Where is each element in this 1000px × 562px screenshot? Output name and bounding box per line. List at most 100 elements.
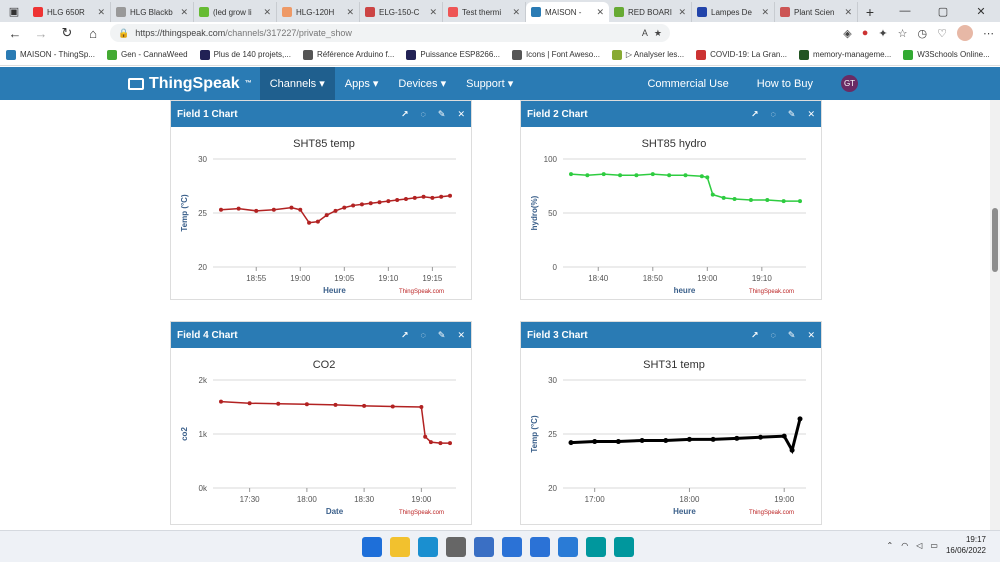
bookmark-item[interactable]: Référence Arduino f... xyxy=(302,49,394,60)
external-link-icon[interactable]: ↗ xyxy=(751,329,759,340)
browser-tab[interactable]: Test thermi ✕ xyxy=(443,2,526,22)
close-icon[interactable]: ✕ xyxy=(457,329,465,340)
tab-close-icon[interactable]: ✕ xyxy=(844,6,852,17)
data-point[interactable] xyxy=(421,194,426,199)
bookmark-item[interactable]: Puissance ESP8266... xyxy=(406,49,500,60)
bookmark-item[interactable]: Gen - CannaWeed xyxy=(107,49,188,60)
close-icon[interactable]: ✕ xyxy=(807,329,815,340)
data-point[interactable] xyxy=(219,207,223,212)
data-point[interactable] xyxy=(271,207,276,212)
data-point[interactable] xyxy=(448,193,452,198)
data-point[interactable] xyxy=(781,199,786,204)
taskbar-app-icon[interactable] xyxy=(390,537,410,557)
page-scrollbar[interactable] xyxy=(990,100,1000,530)
data-point[interactable] xyxy=(448,441,452,446)
browser-tab[interactable]: ELG-150-C ✕ xyxy=(360,2,443,22)
menu-item[interactable]: Apps ▾ xyxy=(344,78,379,90)
data-point[interactable] xyxy=(219,399,223,404)
data-point[interactable] xyxy=(667,173,672,178)
tab-close-icon[interactable]: ✕ xyxy=(678,6,686,17)
data-point[interactable] xyxy=(386,199,391,204)
data-point[interactable] xyxy=(601,172,606,177)
data-point[interactable] xyxy=(247,401,252,406)
data-point[interactable] xyxy=(377,200,382,205)
data-point[interactable] xyxy=(618,173,623,178)
tab-close-icon[interactable]: ✕ xyxy=(761,6,769,17)
data-point[interactable] xyxy=(732,196,737,201)
menu-item[interactable]: Channels ▾ xyxy=(259,67,335,100)
bookmark-item[interactable]: ▷ Analyser les... xyxy=(611,49,684,60)
taskbar-app-icon[interactable] xyxy=(418,537,438,557)
comment-icon[interactable]: ◌ xyxy=(770,329,776,340)
scrollbar-thumb[interactable] xyxy=(992,208,998,272)
browser-tab[interactable]: (led grow li ✕ xyxy=(194,2,277,22)
data-point[interactable] xyxy=(428,440,433,445)
taskbar-app-icon[interactable] xyxy=(362,537,382,557)
bookmark-item[interactable]: COVID-19: La Gran... xyxy=(696,49,787,60)
external-link-icon[interactable]: ↗ xyxy=(401,329,409,340)
external-link-icon[interactable]: ↗ xyxy=(401,108,409,119)
data-point[interactable] xyxy=(797,416,803,422)
data-point[interactable] xyxy=(758,434,764,440)
menu-item[interactable]: Support ▾ xyxy=(466,78,514,90)
tab-close-icon[interactable]: ✕ xyxy=(180,6,188,17)
data-point[interactable] xyxy=(710,192,715,197)
browser-tab[interactable]: RED BOARI ✕ xyxy=(609,2,692,22)
how-to-buy-link[interactable]: How to Buy xyxy=(756,77,813,90)
data-point[interactable] xyxy=(683,173,688,178)
pencil-icon[interactable]: ✎ xyxy=(437,329,446,340)
browser-tab[interactable]: HLG-120H ✕ xyxy=(277,2,360,22)
data-point[interactable] xyxy=(765,198,770,203)
clock[interactable]: 19:17 16/06/2022 xyxy=(946,534,986,556)
bookmark-item[interactable]: MAISON - ThingSp... xyxy=(6,49,95,60)
battery-icon[interactable]: ▭ xyxy=(930,540,938,550)
more-menu-icon[interactable]: ⋯ xyxy=(983,27,994,40)
user-avatar[interactable]: GT xyxy=(841,75,858,92)
data-point[interactable] xyxy=(362,403,367,408)
data-point[interactable] xyxy=(368,201,373,206)
puzzle-icon[interactable]: ✦ xyxy=(878,27,888,40)
tab-close-icon[interactable]: ✕ xyxy=(596,6,604,17)
bookmark-item[interactable]: Plus de 140 projets,... xyxy=(199,49,291,60)
volume-icon[interactable]: ◁ xyxy=(916,540,923,550)
data-point[interactable] xyxy=(710,436,716,442)
data-point[interactable] xyxy=(734,435,740,441)
data-point[interactable] xyxy=(333,208,338,213)
taskbar-app-icon[interactable] xyxy=(502,537,522,557)
pencil-icon[interactable]: ✎ xyxy=(437,108,446,119)
data-point[interactable] xyxy=(798,199,802,204)
bookmark-item[interactable]: Icons | Font Aweso... xyxy=(511,49,600,60)
adblock-icon[interactable]: ● xyxy=(861,27,869,39)
forward-icon[interactable]: → xyxy=(34,25,48,41)
data-point[interactable] xyxy=(289,205,294,210)
close-window-icon[interactable]: ✕ xyxy=(976,5,986,18)
data-point[interactable] xyxy=(359,202,364,207)
bookmark-item[interactable]: memory-manageme... xyxy=(799,49,891,60)
data-point[interactable] xyxy=(569,172,573,177)
browser-tab[interactable]: Lampes De ✕ xyxy=(692,2,775,22)
data-point[interactable] xyxy=(721,195,726,200)
profile-avatar[interactable] xyxy=(957,25,973,41)
data-point[interactable] xyxy=(276,401,281,406)
data-point[interactable] xyxy=(568,440,574,446)
tab-close-icon[interactable]: ✕ xyxy=(346,6,354,17)
data-point[interactable] xyxy=(419,405,424,409)
data-point[interactable] xyxy=(705,175,710,180)
data-point[interactable] xyxy=(686,436,692,442)
data-point[interactable] xyxy=(333,402,338,407)
maximize-icon[interactable]: ▢ xyxy=(937,5,949,18)
data-point[interactable] xyxy=(438,441,443,446)
commercial-use-link[interactable]: Commercial Use xyxy=(647,77,729,90)
comment-icon[interactable]: ◌ xyxy=(770,108,776,119)
thingspeak-logo[interactable]: ThingSpeak ™ xyxy=(128,75,252,93)
data-point[interactable] xyxy=(395,198,400,203)
taskbar-app-icon[interactable] xyxy=(558,537,578,557)
comment-icon[interactable]: ◌ xyxy=(420,329,426,340)
taskbar-app-icon[interactable] xyxy=(474,537,494,557)
data-point[interactable] xyxy=(789,447,795,453)
data-point[interactable] xyxy=(634,173,639,178)
external-link-icon[interactable]: ↗ xyxy=(751,108,759,119)
tab-close-icon[interactable]: ✕ xyxy=(97,6,105,17)
close-icon[interactable]: ✕ xyxy=(807,108,815,119)
bookmark-item[interactable]: W3Schools Online... xyxy=(903,49,990,60)
